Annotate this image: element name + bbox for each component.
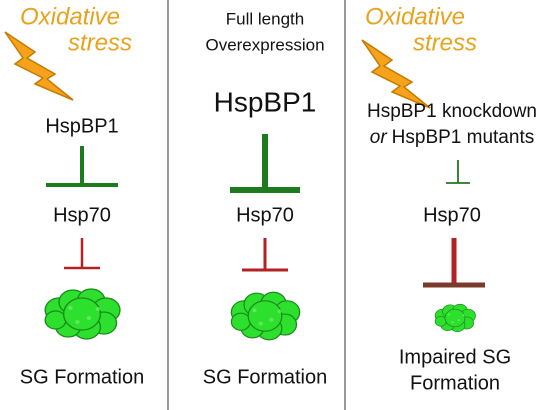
header-label: Full length bbox=[226, 9, 304, 28]
lightning-icon bbox=[4, 31, 74, 101]
stress-granule bbox=[230, 291, 301, 341]
target-label: Hsp70 bbox=[423, 204, 481, 226]
inhibition-arrow bbox=[46, 146, 118, 187]
inhibition-arrow bbox=[230, 134, 300, 193]
outcome-label: SG Formation bbox=[203, 366, 327, 388]
inhibition-arrow bbox=[242, 238, 288, 272]
regulator-label: HspBP1 bbox=[214, 86, 317, 117]
stress-label: Oxidative bbox=[20, 3, 120, 30]
header-label: Overexpression bbox=[205, 35, 324, 54]
stress-label: Oxidative bbox=[365, 3, 465, 30]
regulator-label: HspBP1 bbox=[45, 115, 118, 137]
stress-granule bbox=[44, 288, 121, 340]
inhibition-arrow bbox=[64, 238, 100, 270]
outcome-label: SG Formation bbox=[20, 366, 144, 388]
stress-label: stress bbox=[68, 29, 132, 56]
stress-label: stress bbox=[413, 29, 477, 56]
inhibition-arrow bbox=[446, 160, 470, 184]
stress-granule bbox=[434, 303, 476, 333]
regulator-label: or HspBP1 mutants bbox=[370, 127, 534, 148]
regulator-or: or bbox=[370, 127, 388, 148]
outcome-label: Impaired SG bbox=[399, 346, 511, 368]
regulator-text: HspBP1 mutants bbox=[392, 127, 535, 148]
outcome-label: Formation bbox=[410, 372, 500, 394]
inhibition-arrow bbox=[423, 238, 485, 288]
target-label: Hsp70 bbox=[236, 204, 294, 226]
target-label: Hsp70 bbox=[53, 204, 111, 226]
regulator-label: HspBP1 knockdown bbox=[367, 101, 537, 122]
